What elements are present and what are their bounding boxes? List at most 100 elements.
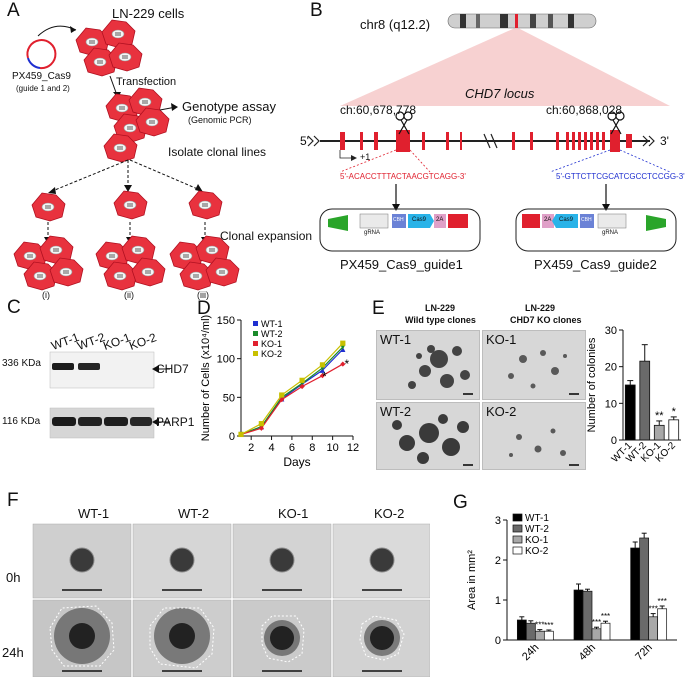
mw-marker-1: 336 KDa xyxy=(2,358,41,369)
y-tick-label: 2 xyxy=(495,555,501,567)
legend-marker xyxy=(253,351,258,356)
scissors-icon-1 xyxy=(395,111,413,135)
genotype-label: Genotype assay xyxy=(182,99,276,114)
panel-g: G 0 1 2 3 Area in mm² *** *** 24h *** *** 48h *** **… xyxy=(445,490,685,677)
clonal-label: Clonal expansion xyxy=(220,229,313,243)
bar-ko-2 xyxy=(657,608,668,641)
row-label-24h: 24h xyxy=(2,645,24,660)
legend-marker xyxy=(253,331,258,336)
x-tick-label: 12 xyxy=(347,442,359,454)
col-label-ko1: KO-1 xyxy=(278,506,309,521)
plasmid2-2a: 2A xyxy=(544,217,552,223)
plasmid2-label: PX459_Cas9_guide2 xyxy=(534,257,657,272)
significance-star: *** xyxy=(544,621,553,630)
panel-c: C WT-1 WT-2 KO-1 KO-2 336 KDa 116 KDa CH… xyxy=(0,297,194,455)
bar-wt-2 xyxy=(582,590,593,641)
x-tick-label: 48h xyxy=(577,642,598,663)
bar-ko-1 xyxy=(591,628,602,641)
colony-header-wt-sub: Wild type clones xyxy=(405,315,476,325)
plasmid-icon xyxy=(26,39,57,70)
legend-label: KO-2 xyxy=(525,546,549,557)
significance-star: ** xyxy=(655,410,664,422)
bar-wt-1 xyxy=(573,589,584,641)
y-tick-label: 1 xyxy=(495,595,501,607)
y-tick-label: 0 xyxy=(229,431,235,443)
x-tick-label: 24h xyxy=(520,642,541,663)
row-label-0h: 0h xyxy=(6,570,21,585)
x-tick-label: 10 xyxy=(327,442,339,454)
y-tick-label: 100 xyxy=(217,354,235,366)
data-point xyxy=(279,392,285,398)
significance-star: *** xyxy=(535,621,544,630)
locus-label: CHD7 locus xyxy=(465,86,535,101)
legend-marker xyxy=(512,524,523,533)
mw-marker-2: 116 KDa xyxy=(2,416,41,427)
plasmid1-2a: 2A xyxy=(436,217,444,223)
bar-wt-2 xyxy=(525,622,536,641)
data-point xyxy=(258,421,264,427)
colony-image-wt2 xyxy=(376,402,480,470)
coord-2: ch:60,868,028 xyxy=(546,103,623,117)
bar-wt-1 xyxy=(630,547,641,641)
guide2-sequence: 5'-GTTCTTCGCATCGCCTCCGG-3' xyxy=(556,172,685,181)
legend-marker xyxy=(512,546,523,555)
y-tick-label: 0 xyxy=(611,435,617,447)
col-label-wt2: WT-2 xyxy=(178,506,210,521)
plasmid1-cas9: Cas9 xyxy=(412,217,427,223)
bar-ko-2 xyxy=(543,630,554,641)
bar-wt-2 xyxy=(639,360,651,441)
plasmid1-grna: gRNA xyxy=(364,230,381,236)
bar-wt-2 xyxy=(639,537,650,641)
y-tick-label: 50 xyxy=(223,392,235,404)
significance-star: * xyxy=(344,357,349,371)
col-label-ko2: KO-2 xyxy=(374,506,405,521)
series-line-ko-2 xyxy=(240,342,344,435)
colony-label-wt1: WT-1 xyxy=(380,332,412,347)
colony-image-wt1 xyxy=(376,330,480,400)
plasmid2-grna: gRNA xyxy=(602,230,619,236)
bar-wt-1 xyxy=(516,619,527,641)
panel-label-f: F xyxy=(7,490,19,511)
bar-ko-2 xyxy=(600,622,611,641)
panel-e: E LN-229 Wild type clones LN-229 CHD7 KO… xyxy=(370,298,685,470)
x-tick-label: 72h xyxy=(633,642,654,663)
plasmid1-cbh: CBH xyxy=(393,217,404,223)
colony-header-wt: LN-229 xyxy=(425,303,456,313)
panel-a: A LN-229 cells xyxy=(0,0,320,300)
legend-marker xyxy=(512,513,523,522)
guide1-sequence: 5'-ACACCTTTACTAACGTCAGG-3' xyxy=(340,172,466,181)
panel-label-e: E xyxy=(372,298,385,319)
legend-marker xyxy=(253,321,258,326)
legend-label: WT-2 xyxy=(525,524,549,535)
x-tick-label: 6 xyxy=(289,442,295,454)
chromosome-label: chr8 (q12.2) xyxy=(360,17,431,32)
significance-star: *** xyxy=(592,618,601,627)
panel-b-diagram xyxy=(307,13,677,252)
legend-label: KO-1 xyxy=(261,339,282,349)
y-tick-label: 3 xyxy=(495,515,501,527)
series-line-wt-2 xyxy=(240,346,344,436)
colony-image-ko1 xyxy=(482,330,586,400)
legend-label: KO-1 xyxy=(525,535,549,546)
genotype-sublabel: (Genomic PCR) xyxy=(188,115,252,125)
y-axis-label: Number of colonies xyxy=(586,337,598,432)
bar-ko-1 xyxy=(648,616,659,641)
panel-a-diagram xyxy=(13,19,240,291)
panel-label-d: D xyxy=(197,298,211,319)
y-tick-label: 30 xyxy=(605,325,617,337)
panel-b: B chr8 (q12.2) xyxy=(300,0,685,300)
five-prime: 5' xyxy=(300,134,309,148)
significance-star: *** xyxy=(648,605,657,614)
panel-f: F WT-1 WT-2 KO-1 KO-2 0h 24h xyxy=(0,478,430,677)
plasmid-sublabel: (guide 1 and 2) xyxy=(16,84,70,93)
series-line-ko-1 xyxy=(240,363,344,436)
colony-header-ko: LN-229 xyxy=(525,303,556,313)
panel-d: D 0 50 100 150 2 4 6 8 10 12 Days Number of Cells (… xyxy=(195,298,365,470)
western-blot xyxy=(49,351,170,439)
three-prime: 3' xyxy=(660,134,669,148)
legend-label: KO-2 xyxy=(261,349,282,359)
significance-star: *** xyxy=(601,612,610,621)
legend-marker xyxy=(512,535,523,544)
